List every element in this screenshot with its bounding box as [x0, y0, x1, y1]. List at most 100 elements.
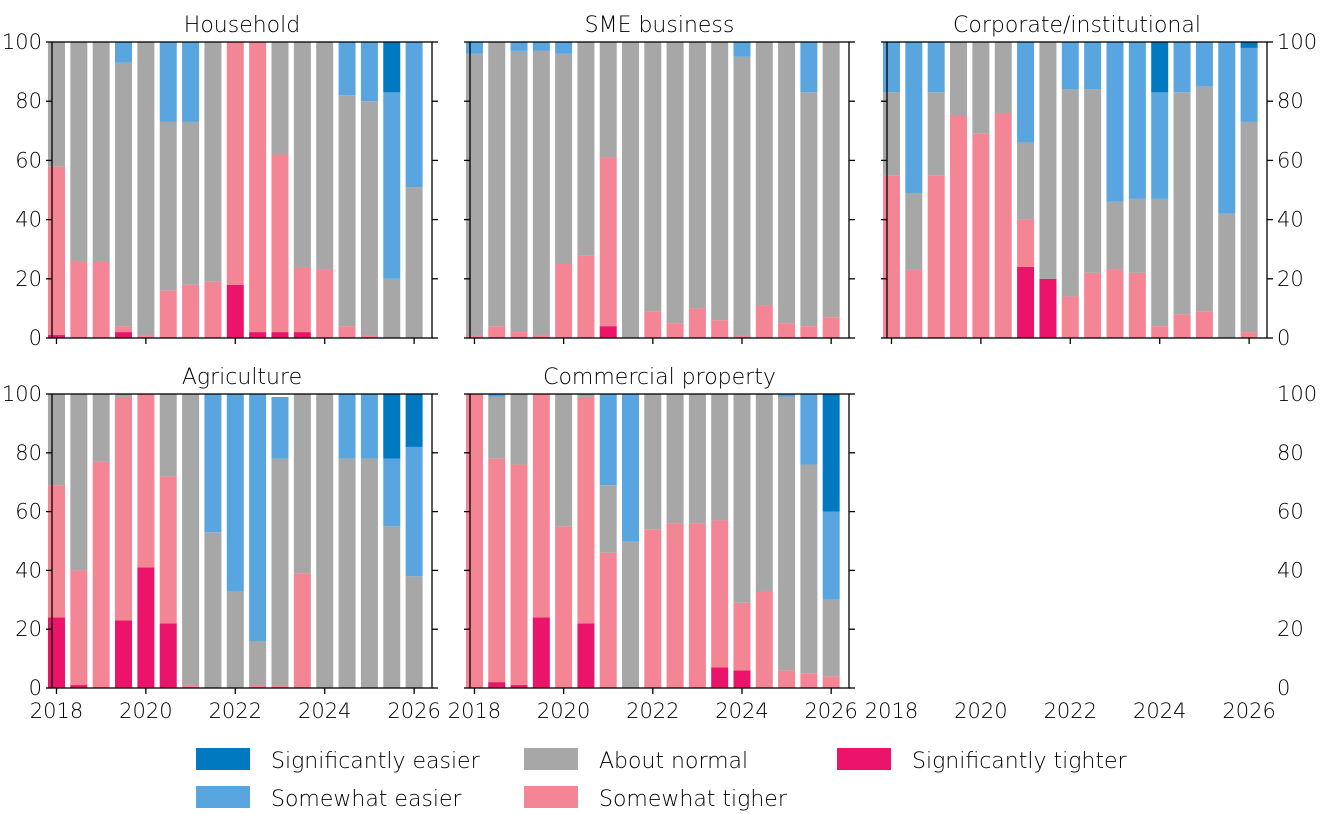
y-tick-label: 40 — [1277, 208, 1304, 232]
bar-segment-somewhat-tigher — [666, 323, 684, 338]
panel-agriculture: 0 20 40 60 80 100 2018 2020 2022 2024 2026 Agricult… — [2, 365, 441, 723]
x-tick-label: 2026 — [804, 699, 857, 723]
bar-segment-somewhat-tigher — [800, 673, 818, 688]
bar-segment-somewhat-easier — [1173, 42, 1191, 93]
bar-segment-about-normal — [510, 394, 528, 465]
bar-segment-significantly-tighter — [510, 685, 528, 688]
bar-segment-about-normal — [733, 394, 751, 603]
bar-segment-somewhat-easier — [882, 42, 900, 93]
bar-segment-somewhat-easier — [1106, 42, 1124, 202]
legend-swatch — [196, 786, 250, 808]
bar-segment-about-normal — [360, 101, 378, 336]
bar-segment-somewhat-tigher — [599, 157, 617, 327]
y-tick-label: 40 — [15, 208, 42, 232]
y-tick-label: 0 — [1277, 676, 1290, 700]
bar-segment-somewhat-easier — [510, 42, 528, 51]
y-tick-label: 0 — [1277, 326, 1290, 350]
y-tick-label: 60 — [15, 500, 42, 524]
bar-segment-about-normal — [159, 121, 177, 291]
bar-segment-somewhat-tigher — [711, 320, 729, 338]
y-tick-label: 100 — [1277, 382, 1317, 406]
bar-segment-somewhat-easier — [159, 42, 177, 122]
x-tick-label: 2018 — [30, 699, 83, 723]
bar-segment-somewhat-tigher — [204, 281, 222, 338]
bar-segment-somewhat-tigher — [271, 154, 289, 333]
bar-segment-somewhat-easier — [622, 394, 640, 541]
x-tick-label: 2020 — [954, 699, 1007, 723]
bar-segment-somewhat-easier — [778, 394, 796, 397]
bar-segment-somewhat-easier — [271, 396, 289, 459]
bar-segment-about-normal — [1173, 92, 1191, 315]
bar-segment-significantly-tighter — [599, 326, 617, 338]
bar-segment-somewhat-tigher — [1240, 332, 1258, 338]
bar-segment-somewhat-easier — [249, 394, 267, 641]
bar-segment-significantly-tighter — [137, 567, 155, 688]
x-tick-label: 2026 — [387, 699, 440, 723]
legend-label: Significantly easier — [271, 749, 481, 774]
bars-sme-business — [465, 42, 840, 338]
bar-segment-about-normal — [800, 464, 818, 674]
bar-segment-somewhat-easier — [405, 42, 423, 188]
legend-swatch — [196, 748, 250, 770]
bar-segment-about-normal — [182, 121, 200, 285]
bar-segment-somewhat-tigher — [882, 175, 900, 338]
bar-segment-significantly-tighter — [159, 623, 177, 688]
bar-segment-about-normal — [204, 532, 222, 688]
y-tick-label: 0 — [29, 326, 42, 350]
bar-segment-somewhat-easier — [1240, 47, 1258, 122]
bar-segment-somewhat-tigher — [137, 335, 155, 338]
bar-segment-somewhat-tigher — [822, 317, 840, 338]
bar-segment-somewhat-easier — [1151, 92, 1169, 199]
bar-segment-somewhat-tigher — [555, 264, 573, 338]
y-tick-label: 60 — [1277, 500, 1304, 524]
bar-segment-about-normal — [555, 53, 573, 265]
bar-segment-about-normal — [778, 42, 796, 324]
bar-segment-significantly-tighter — [293, 332, 311, 338]
bar-segment-somewhat-tigher — [47, 166, 65, 336]
y-tick-label: 100 — [2, 30, 42, 54]
panel-commercial-property: 2018 2020 2022 2024 2026 Commercial property — [448, 365, 858, 723]
bar-segment-significantly-easier — [1151, 42, 1169, 93]
bar-segment-somewhat-tigher — [555, 526, 573, 688]
bar-segment-somewhat-easier — [405, 446, 423, 577]
bar-segment-about-normal — [666, 394, 684, 524]
y-tick-label: 20 — [15, 267, 42, 291]
panel-household: 0 20 40 60 80 100 Household — [2, 13, 438, 350]
bar-segment-somewhat-easier — [204, 394, 222, 533]
bar-segment-about-normal — [644, 42, 662, 312]
bar-segment-significantly-tighter — [577, 623, 595, 688]
x-tick-label: 2020 — [119, 699, 172, 723]
bar-segment-about-normal — [137, 42, 155, 336]
bar-segment-somewhat-easier — [905, 42, 923, 193]
y-tick-label: 80 — [1277, 441, 1304, 465]
bar-segment-somewhat-easier — [1017, 42, 1035, 143]
bar-segment-somewhat-tigher — [927, 175, 945, 338]
bar-segment-somewhat-easier — [800, 42, 818, 93]
bar-segment-somewhat-tigher — [465, 394, 483, 688]
bar-segment-somewhat-easier — [226, 394, 244, 591]
y-tick-label: 0 — [29, 676, 42, 700]
bar-segment-somewhat-easier — [800, 394, 818, 465]
bar-segment-about-normal — [383, 526, 401, 688]
axes-frame — [51, 41, 433, 339]
bar-segment-somewhat-tigher — [293, 573, 311, 688]
bar-segment-about-normal — [271, 42, 289, 155]
bar-segment-somewhat-tigher — [316, 269, 334, 338]
bar-segment-about-normal — [249, 640, 267, 686]
bar-segment-somewhat-tigher — [688, 523, 706, 688]
bar-segment-about-normal — [488, 396, 506, 459]
bar-segment-about-normal — [92, 42, 110, 262]
bar-segment-somewhat-tigher — [293, 266, 311, 333]
bar-segment-about-normal — [115, 394, 133, 397]
axes-frame — [51, 393, 433, 689]
legend-label: Somewhat easier — [271, 787, 463, 812]
bar-segment-about-normal — [204, 42, 222, 282]
bar-segment-about-normal — [666, 42, 684, 324]
legend-swatch — [524, 748, 578, 770]
bar-segment-somewhat-easier — [1128, 42, 1146, 199]
bar-segment-somewhat-easier — [115, 42, 133, 63]
bar-segment-somewhat-tigher — [994, 113, 1012, 338]
axes-frame — [469, 41, 850, 339]
x-tick-label: 2024 — [1133, 699, 1186, 723]
bar-segment-somewhat-tigher — [249, 42, 267, 333]
